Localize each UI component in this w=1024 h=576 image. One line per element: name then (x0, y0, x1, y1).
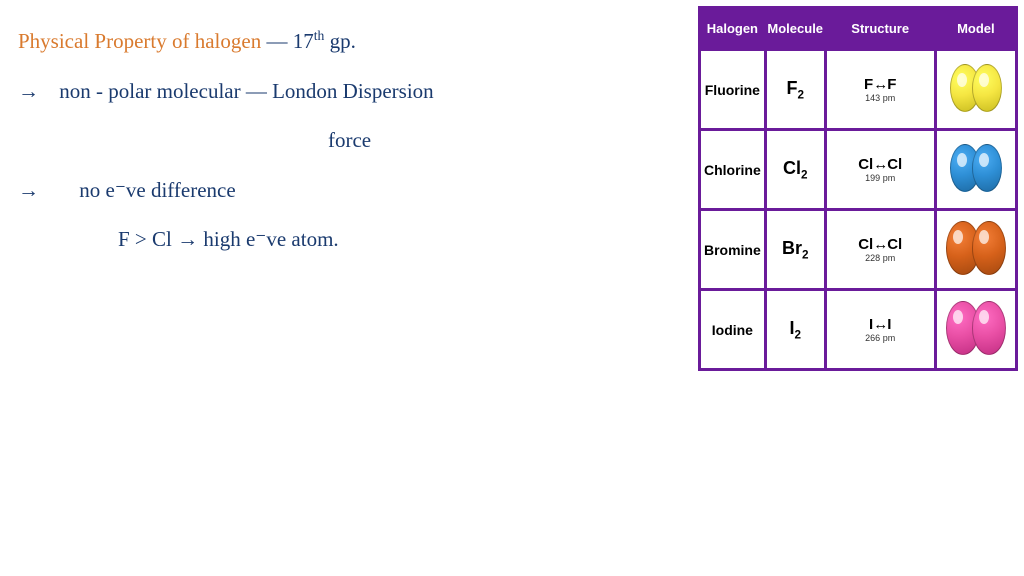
cell-molecule: Br2 (765, 210, 825, 290)
title-colored: Physical Property of halogen (18, 29, 261, 53)
table-row: Bromine Br2 Cl↔Cl228 pm (700, 210, 1017, 290)
table-row: Chlorine Cl2 Cl↔Cl199 pm (700, 130, 1017, 210)
molecule-formula: F2 (786, 78, 804, 98)
molecule-model-icon (946, 142, 1006, 194)
line2b: — London Dispersion (246, 79, 434, 103)
molecule-model-icon (946, 222, 1006, 274)
line4b: → high e⁻ve atom. (177, 227, 339, 251)
halogen-table: Halogen Molecule Structure Model Fluorin… (698, 6, 1018, 371)
molecule-formula: Br2 (782, 238, 809, 258)
halogen-name: Chlorine (704, 162, 761, 178)
handwritten-notes: Physical Property of halogen — 17th gp. … (18, 26, 678, 274)
halogen-name: Fluorine (705, 82, 760, 98)
line-2: → non - polar molecular — London Dispers… (18, 76, 678, 108)
line2c: force (328, 128, 371, 152)
cell-model (935, 50, 1016, 130)
th-structure: Structure (825, 8, 935, 50)
halogen-name: Iodine (712, 322, 753, 338)
cell-halogen: Fluorine (700, 50, 766, 130)
title-sup: th (314, 28, 325, 43)
structure-formula: F↔F143 pm (827, 77, 934, 103)
halogen-name: Bromine (704, 242, 761, 258)
th-molecule: Molecule (765, 8, 825, 50)
cell-model (935, 210, 1016, 290)
cell-molecule: Cl2 (765, 130, 825, 210)
cell-model (935, 290, 1016, 370)
line-2c: force (18, 125, 678, 157)
table-row: Fluorine F2 F↔F143 pm (700, 50, 1017, 130)
arrow-icon: → (18, 76, 54, 108)
structure-formula: Cl↔Cl228 pm (827, 237, 934, 263)
bond-length: 199 pm (827, 174, 934, 183)
cell-structure: I↔I266 pm (825, 290, 935, 370)
molecule-model-icon (946, 62, 1006, 114)
th-halogen: Halogen (700, 8, 766, 50)
line2a: non - polar molecular (59, 79, 240, 103)
structure-formula: Cl↔Cl199 pm (827, 157, 934, 183)
title-rest: — 17 (261, 29, 314, 53)
molecule-formula: I2 (789, 318, 801, 338)
cell-model (935, 130, 1016, 210)
cell-structure: F↔F143 pm (825, 50, 935, 130)
bond-length: 228 pm (827, 254, 934, 263)
bond-length: 143 pm (827, 94, 934, 103)
cell-halogen: Bromine (700, 210, 766, 290)
arrow-icon: → (18, 175, 54, 207)
title-tail: gp. (324, 29, 356, 53)
line-3: → no e⁻ve difference (18, 175, 678, 207)
cell-molecule: F2 (765, 50, 825, 130)
table-body: Fluorine F2 F↔F143 pm Chlorine Cl2 Cl↔Cl199 p… (700, 50, 1017, 370)
cell-structure: Cl↔Cl228 pm (825, 210, 935, 290)
line-4: F > Cl → high e⁻ve atom. (18, 224, 678, 256)
structure-formula: I↔I266 pm (827, 317, 934, 343)
molecule-model-icon (946, 302, 1006, 354)
table-row: Iodine I2 I↔I266 pm (700, 290, 1017, 370)
molecule-formula: Cl2 (783, 158, 808, 178)
title-line: Physical Property of halogen — 17th gp. (18, 26, 678, 58)
cell-structure: Cl↔Cl199 pm (825, 130, 935, 210)
th-model: Model (935, 8, 1016, 50)
header-row: Halogen Molecule Structure Model (700, 8, 1017, 50)
cell-halogen: Chlorine (700, 130, 766, 210)
line3: no e⁻ve difference (59, 178, 235, 202)
bond-length: 266 pm (827, 334, 934, 343)
line4a: F > Cl (118, 227, 172, 251)
cell-halogen: Iodine (700, 290, 766, 370)
cell-molecule: I2 (765, 290, 825, 370)
